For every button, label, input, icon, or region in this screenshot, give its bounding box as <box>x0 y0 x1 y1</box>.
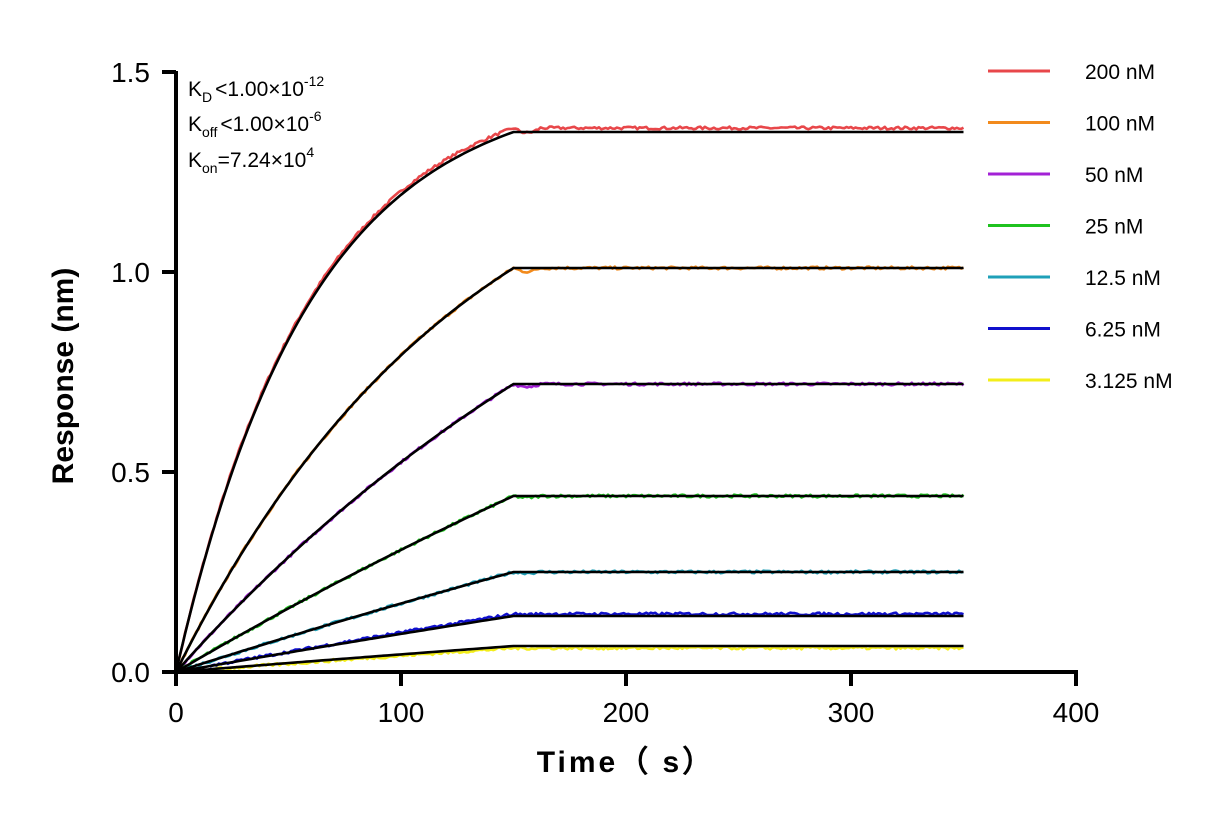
x-tick-label: 100 <box>378 697 425 728</box>
tick-layer: 0 100 200 300 400 0.0 0.5 1.0 1.5 <box>111 57 1099 728</box>
legend-label-12-5-nm: 12.5 nM <box>1085 267 1161 290</box>
fit-layer <box>174 130 964 674</box>
legend-label-100-nm: 100 nM <box>1085 113 1155 136</box>
kd-sub: D <box>202 89 212 105</box>
x-axis-title: Time（ s） <box>537 745 716 779</box>
kon-rel: = <box>218 149 230 172</box>
kd-mantissa: 1.00×10 <box>227 78 304 101</box>
legend-label-6-25-nm: 6.25 nM <box>1085 319 1161 342</box>
x-tick-label: 200 <box>603 697 650 728</box>
koff-sub: off <box>202 124 217 140</box>
kd-exp: -12 <box>304 73 324 89</box>
fit-line-100-nm <box>174 266 964 673</box>
legend-label-3-125-nm: 3.125 nM <box>1085 370 1173 393</box>
fit-line-25-nm <box>175 494 964 674</box>
series-line-200-nm <box>174 125 965 673</box>
kon-sub: on <box>202 160 218 176</box>
y-tick-label: 0.0 <box>111 657 150 688</box>
y-axis-title: Response (nm) <box>47 268 80 485</box>
fit-line-12-5-nm <box>175 570 964 674</box>
fit-line-6-25-nm <box>175 614 964 674</box>
koff-rel: < <box>220 113 232 136</box>
kon-annotation: Kon=7.24×104 <box>188 144 314 176</box>
koff-exp: -6 <box>309 108 322 124</box>
y-tick-label: 0.5 <box>111 457 150 488</box>
kon-mantissa: 7.24×10 <box>230 149 307 172</box>
series-layer <box>174 125 965 674</box>
legend-label-25-nm: 25 nM <box>1085 216 1143 239</box>
kd-base: K <box>188 78 202 101</box>
y-tick-label: 1.5 <box>111 57 150 88</box>
legend-label-200-nm: 200 nM <box>1085 61 1155 84</box>
fit-line-200-nm <box>174 130 964 673</box>
kon-exp: 4 <box>306 144 314 160</box>
koff-base: K <box>188 113 202 136</box>
legend: 200 nM 100 nM 50 nM 25 nM 12.5 nM 6.25 nM 3.12… <box>988 61 1173 393</box>
x-tick-label: 400 <box>1053 697 1100 728</box>
x-tick-label: 300 <box>828 697 875 728</box>
kd-annotation: KD <1.00×10-12 <box>188 73 324 105</box>
y-tick-label: 1.0 <box>111 257 150 288</box>
series-line-50-nm <box>175 381 965 674</box>
kon-base: K <box>188 149 202 172</box>
koff-mantissa: 1.00×10 <box>233 113 310 136</box>
koff-annotation: Koff <1.00×10-6 <box>188 108 322 140</box>
fit-line-50-nm <box>175 382 964 673</box>
series-line-3-125-nm <box>209 645 964 672</box>
legend-label-50-nm: 50 nM <box>1085 164 1143 187</box>
kd-rel: < <box>215 78 227 101</box>
series-line-6-25-nm <box>209 611 964 669</box>
fit-line-3-125-nm <box>175 644 964 674</box>
x-tick-label: 0 <box>168 697 184 728</box>
series-line-12-5-nm <box>176 569 964 674</box>
